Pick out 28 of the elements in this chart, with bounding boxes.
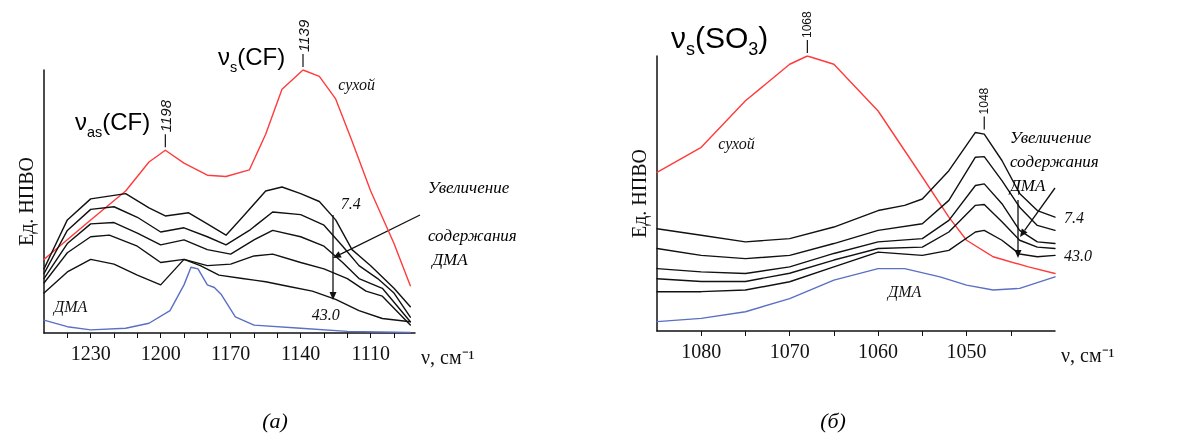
series-label: ДМА xyxy=(886,283,922,302)
x-tick-label: 1060 xyxy=(858,340,899,362)
text: Увеличение содержания ДМА xyxy=(428,178,517,269)
annotation: 1048 xyxy=(977,87,992,115)
series-label: ДМА xyxy=(52,298,88,317)
x-tick-label: 1110 xyxy=(351,342,390,364)
annotation: 1139 xyxy=(294,19,312,52)
x-tick-label: 1170 xyxy=(211,342,251,364)
annotation: 1198 xyxy=(156,99,174,133)
text: (б) xyxy=(820,407,846,433)
series-label: 43.0 xyxy=(1064,246,1092,264)
annotation: 1068 xyxy=(800,10,815,38)
series-label: 7.4 xyxy=(340,195,361,213)
legend-label: 43.0 xyxy=(311,305,340,323)
x-axis-title: ν, см⁻¹ xyxy=(421,346,475,368)
text: (а) xyxy=(262,407,288,433)
x-tick-label: 1200 xyxy=(140,342,181,364)
series-label: сухой xyxy=(718,134,755,153)
x-axis-title: ν, см⁻¹ xyxy=(1061,344,1115,366)
x-tick-label: 1140 xyxy=(281,342,321,364)
series-label: сухой xyxy=(338,75,375,94)
y-axis-title: Ед. НПВО xyxy=(628,148,651,239)
series-label: 7.4 xyxy=(1064,208,1084,226)
x-tick-label: 1080 xyxy=(681,340,722,362)
x-tick-label: 1230 xyxy=(70,342,111,364)
x-tick-label: 1070 xyxy=(769,340,810,362)
y-axis-title: Ед. НПВО xyxy=(15,156,38,247)
x-tick-label: 1050 xyxy=(946,340,987,362)
